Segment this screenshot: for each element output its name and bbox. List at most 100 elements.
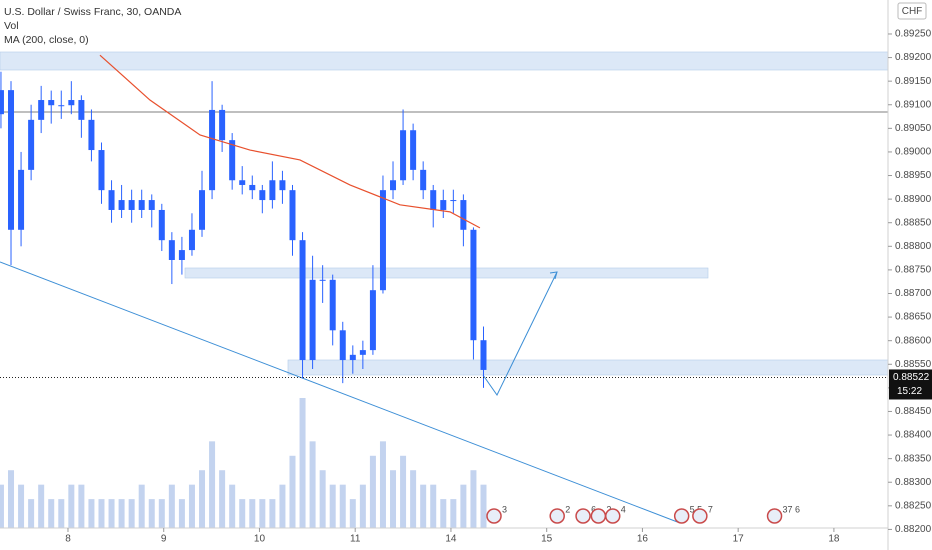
volume-bar xyxy=(299,398,306,528)
candle-body xyxy=(319,279,326,281)
volume-bar xyxy=(470,470,477,528)
candle-body xyxy=(379,190,386,291)
y-tick-label: 0.88850 xyxy=(895,217,932,228)
candle-body xyxy=(128,200,135,210)
volume-bar xyxy=(379,441,386,528)
volume-bar xyxy=(249,499,256,528)
event-label: 2 xyxy=(565,504,570,514)
volume-bar xyxy=(88,499,95,528)
candle-body xyxy=(239,180,246,185)
volume-bar xyxy=(178,499,185,528)
x-tick-label: 18 xyxy=(828,534,840,545)
last-price-label: 0.88522 xyxy=(893,372,930,383)
volume-bar xyxy=(319,470,326,528)
chart-title: U.S. Dollar / Swiss Franc, 30, OANDA xyxy=(4,6,181,18)
event-icon[interactable] xyxy=(692,508,708,524)
candle-body xyxy=(168,240,175,260)
candle-body xyxy=(138,200,145,210)
volume-bar xyxy=(28,499,35,528)
candle-body xyxy=(309,279,316,361)
volume-bar xyxy=(188,484,195,528)
y-tick-label: 0.88900 xyxy=(895,194,932,205)
volume-bar xyxy=(369,455,376,528)
candle-body xyxy=(249,184,256,191)
volume-bar xyxy=(229,484,236,528)
currency-label[interactable]: CHF xyxy=(902,6,923,17)
candle-body xyxy=(279,180,286,191)
x-tick-label: 9 xyxy=(161,534,167,545)
volume-bar xyxy=(128,499,135,528)
volume-bar xyxy=(108,499,115,528)
candle-body xyxy=(289,190,296,241)
y-tick-label: 0.88400 xyxy=(895,430,932,441)
y-tick-label: 0.89250 xyxy=(895,29,932,40)
candle-body xyxy=(470,229,477,341)
event-label: 37 6 xyxy=(783,504,801,514)
event-icon[interactable] xyxy=(766,508,783,524)
event-label: 6 xyxy=(591,504,596,514)
trend-line xyxy=(0,261,681,524)
candle-body xyxy=(148,200,155,210)
candle-body xyxy=(450,200,457,202)
volume-bar xyxy=(410,470,417,528)
y-tick-label: 0.88750 xyxy=(895,265,932,276)
candle-body xyxy=(259,190,266,201)
projection-arrow xyxy=(482,271,558,396)
volume-bar xyxy=(359,484,366,528)
candle-body xyxy=(480,340,487,370)
candle-body xyxy=(440,200,447,210)
volume-bar xyxy=(0,484,4,528)
y-tick-label: 0.88350 xyxy=(895,453,932,464)
event-icon[interactable] xyxy=(486,508,502,524)
y-tick-label: 0.88800 xyxy=(895,241,932,252)
event-icon[interactable] xyxy=(549,508,565,524)
zone xyxy=(287,359,889,376)
candle-body xyxy=(329,279,336,331)
x-tick-label: 11 xyxy=(350,534,361,545)
y-tick-label: 0.88450 xyxy=(895,406,932,417)
x-tick-label: 17 xyxy=(733,534,745,545)
volume-bar xyxy=(18,484,25,528)
candle-body xyxy=(88,119,95,151)
moving-average xyxy=(99,54,481,229)
x-tick-label: 8 xyxy=(65,534,71,545)
candle-body xyxy=(68,100,75,106)
y-tick-label: 0.88300 xyxy=(895,477,932,488)
x-tick-label: 15 xyxy=(541,534,553,545)
volume-bar xyxy=(259,499,266,528)
event-label: 4 xyxy=(621,504,626,514)
volume-bar xyxy=(138,484,145,528)
event-icon[interactable] xyxy=(673,508,690,524)
volume-bar xyxy=(8,470,15,528)
volume-bar xyxy=(279,484,286,528)
candle-body xyxy=(178,250,185,260)
candle-body xyxy=(390,180,397,191)
volume-bar xyxy=(349,499,356,528)
y-tick-label: 0.88950 xyxy=(895,170,932,181)
volume-bar xyxy=(309,441,316,528)
event-label: 7 xyxy=(708,504,713,514)
volume-bar xyxy=(289,455,296,528)
candle-body xyxy=(118,200,125,210)
candle-body xyxy=(8,90,15,230)
candle-body xyxy=(209,109,216,191)
x-tick-label: 16 xyxy=(637,534,649,545)
volume-bar xyxy=(199,470,206,528)
candle-body xyxy=(229,140,236,181)
volume-bar xyxy=(158,499,165,528)
event-icon[interactable] xyxy=(590,508,607,524)
candle-body xyxy=(339,330,346,361)
volume-bar xyxy=(400,455,407,528)
y-tick-label: 0.89100 xyxy=(895,99,932,110)
candle-body xyxy=(48,100,55,106)
currency-badge[interactable] xyxy=(897,2,927,20)
candle-body xyxy=(188,229,195,251)
event-icon[interactable] xyxy=(604,508,621,524)
event-icon[interactable] xyxy=(575,508,591,524)
volume-bar xyxy=(148,499,155,528)
y-tick-label: 0.89200 xyxy=(895,52,932,63)
candle-body xyxy=(410,130,417,170)
event-label: 3 xyxy=(502,504,507,514)
